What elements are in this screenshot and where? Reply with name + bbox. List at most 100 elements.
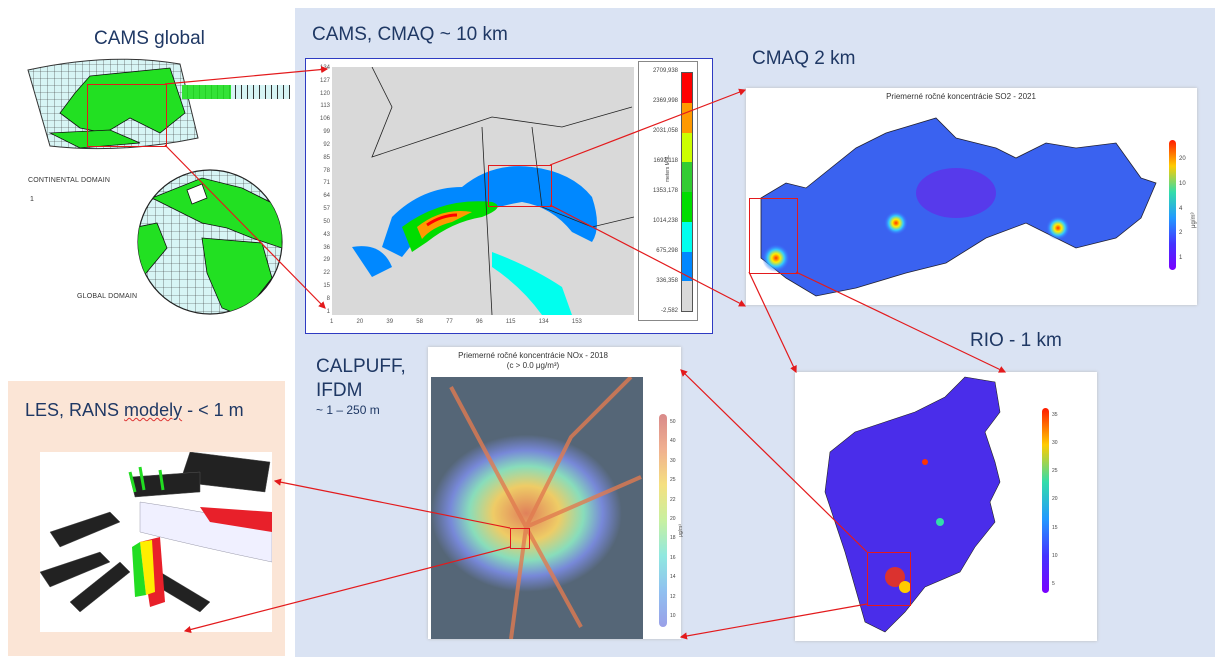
colorbar-segment [682, 132, 692, 163]
y-tick: 1 [326, 308, 330, 315]
colorbar-tick: 10 [1179, 180, 1186, 187]
cams-global-title: CAMS global [94, 28, 205, 49]
y-axis-ticks: 134 127 120 113 106 99 92 85 78 71 64 57… [310, 65, 330, 315]
colorbar-tick: 22 [670, 496, 676, 503]
y-tick: 57 [323, 206, 330, 213]
x-tick: 39 [386, 319, 394, 325]
x-tick: 77 [446, 319, 453, 325]
colorbar-tick: 16 [670, 554, 676, 561]
y-tick: 64 [323, 193, 330, 200]
rio-colorbar [1042, 408, 1049, 593]
rio-1km-title: RIO - 1 km [970, 330, 1062, 351]
colorbar-tick: 15 [1052, 524, 1058, 531]
y-tick: 120 [319, 90, 330, 97]
y-tick: 127 [319, 77, 330, 84]
rio-colorbar-ticks: 35 30 25 20 15 10 5 [1052, 412, 1058, 587]
y-tick: 43 [323, 231, 330, 238]
europe-zoom-box [87, 84, 167, 147]
colorbar-label: 2369,998 [652, 98, 678, 104]
colorbar-tick: 18 [670, 535, 676, 542]
colorbar-tick: 25 [670, 477, 676, 484]
y-tick: 71 [323, 180, 330, 187]
so2-concentration-map: Priemerné ročné koncentrácie SO2 - 2021 … [746, 88, 1197, 305]
y-tick: 113 [320, 103, 330, 110]
colorbar-tick: 2 [1179, 230, 1183, 237]
continental-domain-label: CONTINENTAL DOMAIN [28, 177, 111, 184]
global-domain-globe [132, 168, 288, 316]
y-tick: 134 [319, 65, 330, 71]
x-tick: 134 [538, 319, 549, 325]
colorbar-tick: 30 [1052, 440, 1058, 447]
nox-concentration-map: Priemerné ročné koncentrácie NOx - 2018 … [428, 347, 684, 639]
colorbar-tick: 20 [670, 515, 676, 522]
calpuff-label: CALPUFF, IFDM ~ 1 – 250 m [316, 356, 406, 417]
x-tick: 20 [356, 319, 364, 325]
x-tick: 58 [416, 319, 423, 325]
colorbar-segment [682, 162, 692, 192]
colorbar-unit: meters MSL [665, 155, 671, 182]
x-tick: 115 [505, 319, 516, 325]
y-tick: 22 [323, 270, 330, 277]
x-tick: 96 [476, 319, 483, 325]
y-tick: 106 [319, 116, 330, 123]
colorbar-label: 1014,238 [652, 218, 678, 224]
nox-heatmap [431, 377, 643, 639]
x-axis-ticks: 1 20 39 58 77 96 115 134 153 [330, 319, 582, 325]
colorbar-tick: 4 [1179, 205, 1183, 212]
x-tick: 153 [571, 319, 582, 325]
nox-colorbar-ticks: 50 40 30 25 22 20 18 16 14 12 10 [670, 419, 676, 619]
colorbar-tick: 1 [1179, 255, 1183, 261]
global-domain-label: GLOBAL DOMAIN [77, 293, 138, 300]
y-tick: 50 [323, 218, 330, 225]
x-tick: 1 [330, 319, 334, 325]
colorbar-segment [682, 251, 692, 282]
y-tick: 85 [323, 154, 330, 161]
colorbar-segment [682, 221, 692, 252]
y-tick: 29 [323, 257, 330, 264]
slovakia-zoom-box [488, 165, 552, 207]
colorbar-tick: 20 [1179, 156, 1186, 162]
y-tick: 92 [323, 141, 330, 148]
colorbar-tick: 50 [670, 419, 676, 425]
colorbar [681, 72, 693, 312]
les-rans-title: LES, RANS modely - < 1 m [25, 400, 244, 420]
colorbar-labels: 2709,938 2369,998 2031,058 1692,118 1353… [640, 68, 678, 314]
map-strip [182, 85, 290, 99]
colorbar-segment [682, 73, 692, 103]
continental-domain-map [20, 58, 200, 163]
colorbar-tick: 40 [670, 438, 676, 445]
nox-map-subtitle: (c > 0.0 μg/m³) [506, 361, 560, 370]
y-tick: 15 [323, 283, 330, 290]
so2-colorbar-ticks: 20 10 4 2 1 [1179, 156, 1186, 261]
cmaq-2km-title: CMAQ 2 km [752, 48, 856, 69]
colorbar-label: 1353,178 [652, 188, 678, 194]
colorbar-tick: 20 [1052, 496, 1058, 503]
cams-cmaq-title: CAMS, CMAQ ~ 10 km [312, 24, 508, 45]
so2-map-title: Priemerné ročné koncentrácie SO2 - 2021 [886, 92, 1036, 101]
colorbar-label: -2,582 [660, 308, 678, 314]
nox-unit: μg/m³ [678, 524, 684, 537]
les-3d-building-model [40, 452, 272, 632]
colorbar-box: 2709,938 2369,998 2031,058 1692,118 1353… [638, 61, 698, 321]
colorbar-tick: 12 [670, 593, 676, 600]
colorbar-tick: 25 [1052, 468, 1058, 475]
colorbar-tick: 10 [1052, 552, 1058, 559]
rio-concentration-map: 35 30 25 20 15 10 5 [795, 372, 1097, 641]
y-tick: 8 [326, 295, 330, 302]
y-tick: 99 [323, 129, 330, 136]
colorbar-tick: 10 [670, 612, 676, 619]
nox-map-title: Priemerné ročné koncentrácie NOx - 2018 [458, 351, 608, 360]
colorbar-segment [682, 102, 692, 133]
colorbar-segment [682, 192, 692, 222]
colorbar-tick: 14 [670, 574, 676, 581]
street-zoom-box [510, 528, 530, 549]
rio-zoom-box [867, 552, 911, 606]
nox-colorbar [659, 414, 667, 627]
bratislava-zoom-box [749, 198, 798, 274]
colorbar-tick: 35 [1052, 412, 1058, 418]
colorbar-label: 336,358 [656, 278, 678, 284]
so2-colorbar [1169, 140, 1176, 270]
colorbar-label: 2709,938 [652, 68, 678, 74]
so2-unit: μg/m³ [1191, 212, 1197, 228]
colorbar-tick: 30 [670, 457, 676, 464]
